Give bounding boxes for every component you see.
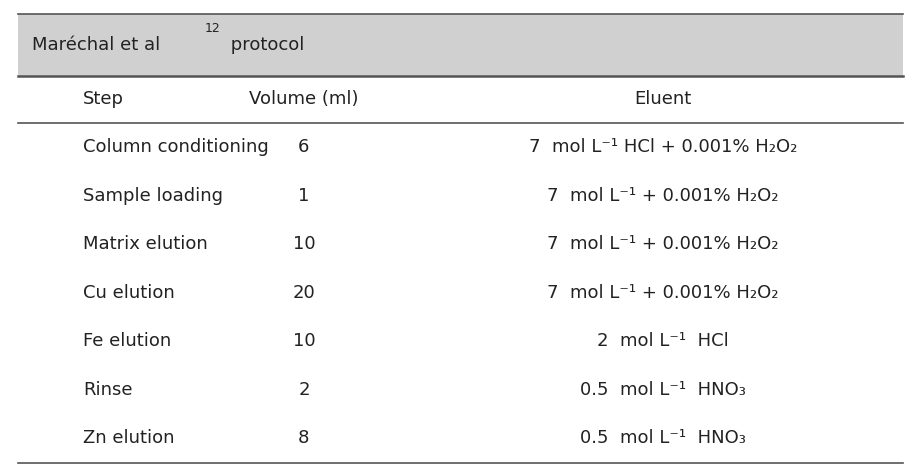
- Text: protocol: protocol: [226, 36, 305, 54]
- Text: 12: 12: [205, 22, 221, 35]
- Text: 0.5  mol L⁻¹  HNO₃: 0.5 mol L⁻¹ HNO₃: [580, 381, 746, 399]
- Text: 0.5  mol L⁻¹  HNO₃: 0.5 mol L⁻¹ HNO₃: [580, 430, 746, 447]
- Text: 10: 10: [293, 235, 315, 253]
- Text: 10: 10: [293, 332, 315, 350]
- Text: 8: 8: [298, 430, 309, 447]
- Text: 2  mol L⁻¹  HCl: 2 mol L⁻¹ HCl: [597, 332, 729, 350]
- Text: Volume (ml): Volume (ml): [250, 90, 358, 108]
- Text: Column conditioning: Column conditioning: [83, 138, 269, 156]
- Bar: [18, 14, 903, 76]
- Text: Maréchal et al: Maréchal et al: [32, 36, 166, 54]
- Text: Fe elution: Fe elution: [83, 332, 171, 350]
- Text: Matrix elution: Matrix elution: [83, 235, 207, 253]
- Text: Eluent: Eluent: [635, 90, 692, 108]
- Text: 7  mol L⁻¹ + 0.001% H₂O₂: 7 mol L⁻¹ + 0.001% H₂O₂: [547, 235, 779, 253]
- Text: Cu elution: Cu elution: [83, 284, 175, 302]
- Text: 7  mol L⁻¹ + 0.001% H₂O₂: 7 mol L⁻¹ + 0.001% H₂O₂: [547, 186, 779, 204]
- Text: 7  mol L⁻¹ + 0.001% H₂O₂: 7 mol L⁻¹ + 0.001% H₂O₂: [547, 284, 779, 302]
- Text: Sample loading: Sample loading: [83, 186, 223, 204]
- Text: 20: 20: [293, 284, 315, 302]
- Text: Rinse: Rinse: [83, 381, 133, 399]
- Text: 6: 6: [298, 138, 309, 156]
- Text: 7  mol L⁻¹ HCl + 0.001% H₂O₂: 7 mol L⁻¹ HCl + 0.001% H₂O₂: [529, 138, 798, 156]
- Text: 1: 1: [298, 186, 309, 204]
- Text: 2: 2: [298, 381, 309, 399]
- Text: Step: Step: [83, 90, 124, 108]
- Text: Zn elution: Zn elution: [83, 430, 174, 447]
